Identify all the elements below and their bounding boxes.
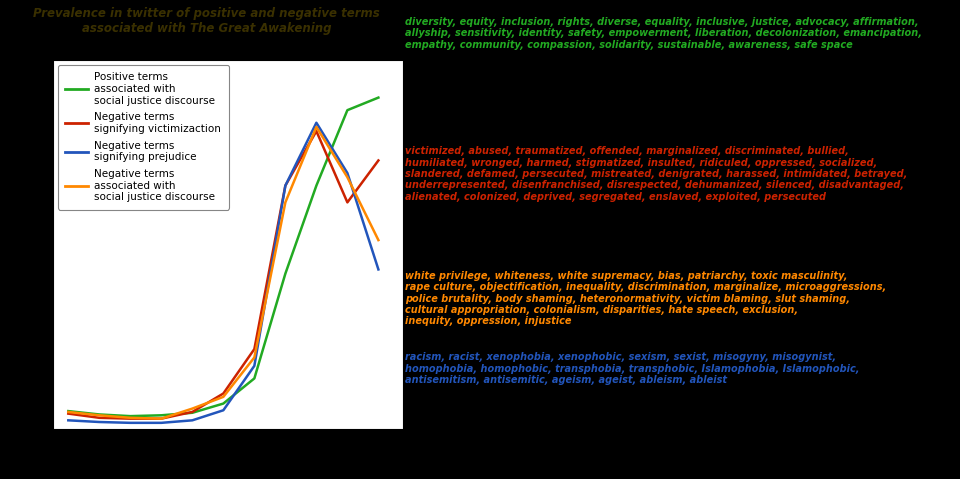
Text: racism, racist, xenophobia, xenophobic, sexism, sexist, misogyny, misogynist,
ho: racism, racist, xenophobia, xenophobic, … [405,352,859,385]
Text: victimized, abused, traumatized, offended, marginalized, discriminated, bullied,: victimized, abused, traumatized, offende… [405,146,907,202]
Text: Prevalence in twitter of positive and negative terms
associated with The Great A: Prevalence in twitter of positive and ne… [33,7,380,35]
Y-axis label: Average prevalence
(% of tweets): Average prevalence (% of tweets) [5,199,24,289]
Legend: Positive terms
associated with
social justice discourse, Negative terms
signifyi: Positive terms associated with social ju… [58,65,228,210]
Text: diversity, equity, inclusion, rights, diverse, equality, inclusive, justice, adv: diversity, equity, inclusion, rights, di… [405,17,923,50]
Text: white privilege, whiteness, white supremacy, bias, patriarchy, toxic masculinity: white privilege, whiteness, white suprem… [405,271,886,326]
